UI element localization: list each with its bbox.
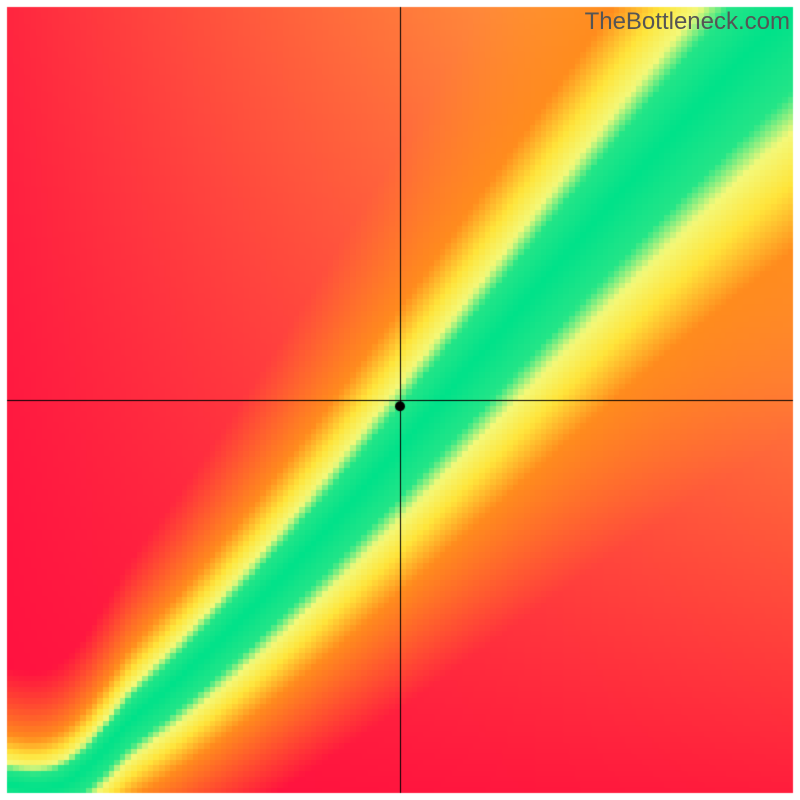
watermark-text: TheBottleneck.com (585, 8, 790, 36)
chart-container: TheBottleneck.com (0, 0, 800, 800)
heatmap-canvas (0, 0, 800, 800)
